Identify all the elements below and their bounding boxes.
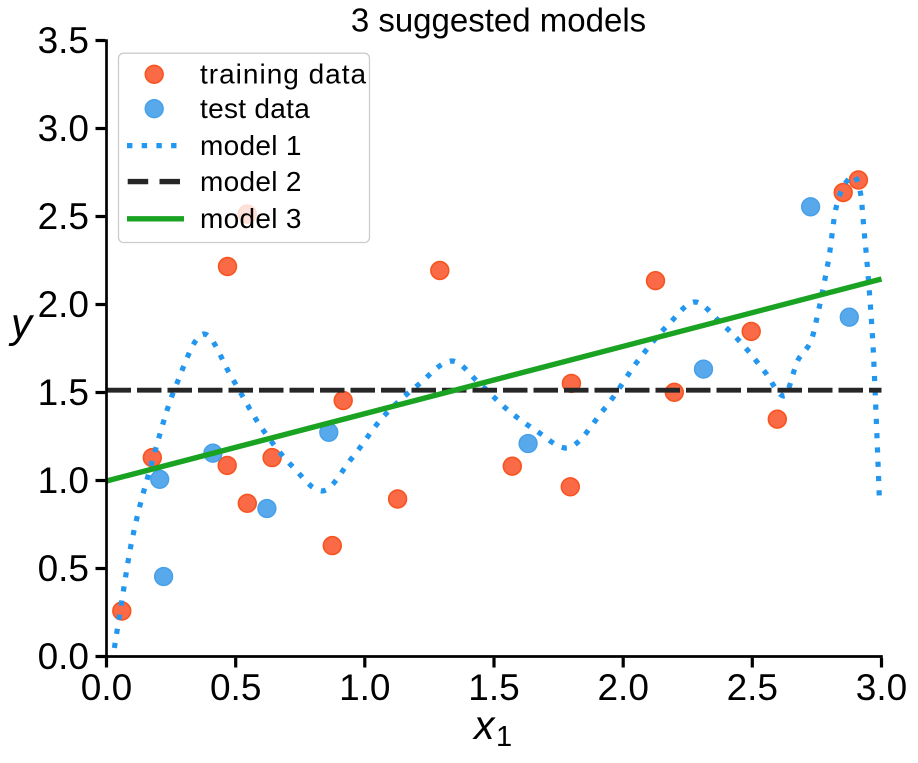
svg-text:1.5: 1.5 <box>468 667 519 708</box>
svg-text:1.0: 1.0 <box>339 667 390 708</box>
svg-text:1.5: 1.5 <box>38 372 89 413</box>
svg-text:1: 1 <box>496 721 512 753</box>
svg-text:2.0: 2.0 <box>597 667 648 708</box>
svg-text:3.5: 3.5 <box>38 20 89 61</box>
svg-text:0.0: 0.0 <box>38 636 89 677</box>
svg-text:model 3: model 3 <box>200 203 302 234</box>
svg-text:0.0: 0.0 <box>81 667 132 708</box>
svg-text:model 1: model 1 <box>200 130 302 161</box>
svg-text:2.5: 2.5 <box>727 667 778 708</box>
svg-text:training data: training data <box>200 59 367 90</box>
svg-text:y: y <box>8 300 35 347</box>
svg-text:3.0: 3.0 <box>38 108 89 149</box>
svg-text:test data: test data <box>200 93 310 124</box>
svg-text:2.5: 2.5 <box>38 196 89 237</box>
svg-text:3.0: 3.0 <box>856 667 907 708</box>
svg-text:0.5: 0.5 <box>210 667 261 708</box>
svg-text:0.5: 0.5 <box>38 548 89 589</box>
svg-text:x: x <box>472 702 496 748</box>
svg-text:3 suggested models: 3 suggested models <box>351 2 646 39</box>
svg-text:1.0: 1.0 <box>38 460 89 501</box>
svg-text:2.0: 2.0 <box>38 284 89 325</box>
svg-text:model 2: model 2 <box>200 166 302 197</box>
